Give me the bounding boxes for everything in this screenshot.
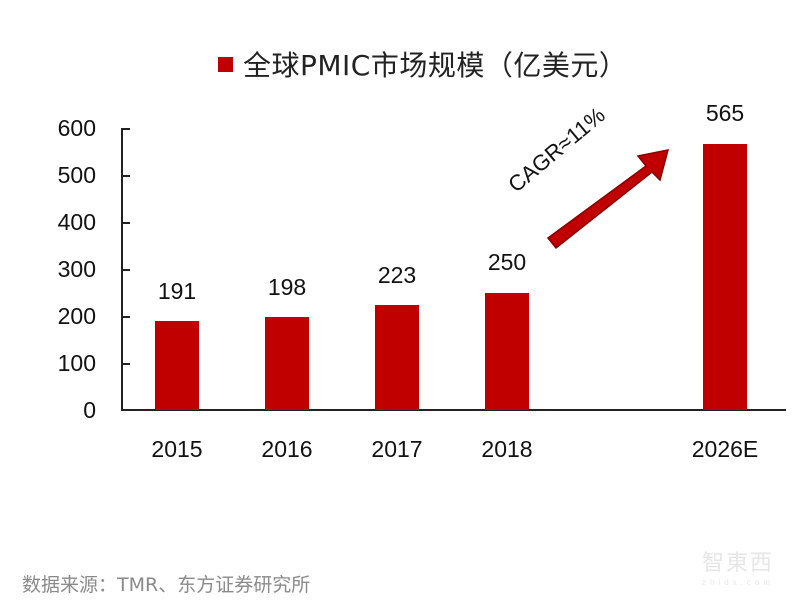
- x-axis-line: [121, 409, 786, 411]
- y-tick-label: 300: [57, 256, 96, 282]
- watermark-logo: 智東西 zhidx.com: [688, 550, 788, 600]
- bar-2018: [485, 293, 529, 410]
- watermark-url: zhidx.com: [701, 578, 774, 587]
- data-label-2026e: 565: [705, 100, 745, 126]
- y-tick-mark: [121, 175, 130, 177]
- y-tick-mark: [121, 222, 130, 224]
- bar-2017: [375, 305, 419, 410]
- data-label-2018: 250: [487, 249, 527, 275]
- y-tick-label: 400: [57, 209, 96, 235]
- cagr-arrow-icon: [546, 149, 670, 250]
- y-tick-label: 500: [57, 162, 96, 188]
- x-tick-label: 2016: [261, 436, 313, 462]
- data-label-2017: 223: [377, 262, 417, 288]
- bar-2016: [265, 317, 309, 410]
- legend-label: 全球PMIC市场规模（亿美元）: [243, 49, 628, 82]
- x-tick-label: 2015: [151, 436, 203, 462]
- watermark-text: 智東西: [701, 551, 774, 576]
- legend-swatch: [218, 56, 233, 72]
- data-source: 数据来源：TMR、东方证券研究所: [22, 574, 311, 596]
- y-tick-mark: [121, 316, 130, 318]
- y-tick-mark: [121, 128, 130, 130]
- x-tick-label: 2018: [481, 436, 533, 462]
- bar-chart: 0 100 200 300 400 500 600 191 198 223 25…: [57, 100, 786, 462]
- data-label-2015: 191: [157, 278, 197, 304]
- chart-legend: 全球PMIC市场规模（亿美元）: [218, 44, 627, 84]
- data-label-2016: 198: [267, 274, 307, 300]
- x-tick-label: 2017: [371, 436, 423, 462]
- y-tick-mark: [121, 363, 130, 365]
- y-tick-label: 100: [57, 350, 96, 376]
- bar-2015: [155, 321, 199, 410]
- x-tick-label: 2026E: [691, 436, 759, 462]
- y-tick-label: 0: [83, 397, 96, 423]
- y-tick-mark: [121, 269, 130, 271]
- y-tick-label: 200: [57, 303, 96, 329]
- bar-2026e: [703, 144, 747, 410]
- y-tick-label: 600: [57, 115, 96, 141]
